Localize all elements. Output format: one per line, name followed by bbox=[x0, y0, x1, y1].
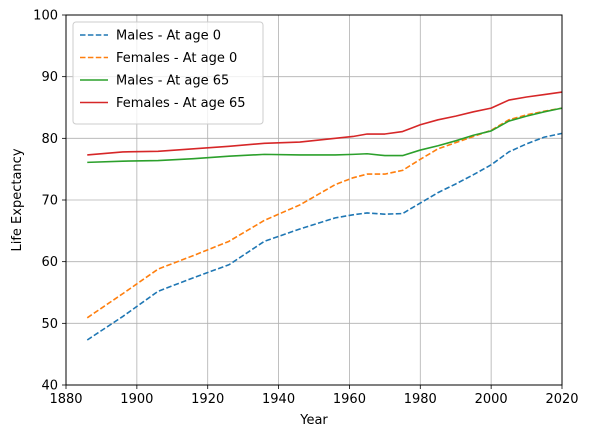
legend-box bbox=[72, 21, 264, 125]
legend-label-3: Males - At age 65 bbox=[116, 74, 229, 89]
x-tick-label: 1880 bbox=[49, 392, 82, 407]
x-tick-label: 2000 bbox=[475, 392, 508, 407]
x-tick-label: 1980 bbox=[404, 392, 437, 407]
legend-label-1: Males - At age 0 bbox=[116, 29, 221, 44]
y-tick-label: 60 bbox=[41, 255, 58, 270]
legend-label-4: Females - At age 65 bbox=[116, 96, 246, 111]
y-tick-label: 40 bbox=[41, 379, 58, 394]
y-tick-label: 70 bbox=[41, 194, 58, 209]
series-line-2 bbox=[86, 107, 563, 319]
y-tick-label: 100 bbox=[33, 9, 58, 24]
x-tick-label: 2020 bbox=[545, 392, 578, 407]
grid bbox=[65, 14, 563, 386]
x-axis-ticks: 1880 1900 1920 1940 1960 1980 2000 2020 bbox=[49, 385, 579, 407]
x-tick-label: 1960 bbox=[333, 392, 366, 407]
legend-label-2: Females - At age 0 bbox=[116, 51, 237, 66]
legend: Males - At age 0 Females - At age 0 Males … bbox=[72, 21, 264, 125]
y-axis-ticks: 40 50 60 70 80 90 100 bbox=[33, 9, 66, 394]
y-tick-label: 50 bbox=[41, 317, 58, 332]
x-tick-label: 1940 bbox=[262, 392, 295, 407]
series-lines bbox=[86, 91, 563, 341]
y-axis-label: Life Expectancy bbox=[10, 148, 25, 251]
x-tick-label: 1900 bbox=[120, 392, 153, 407]
x-tick-label: 1920 bbox=[191, 392, 224, 407]
series-line-4 bbox=[87, 91, 563, 156]
y-tick-label: 80 bbox=[41, 132, 58, 147]
series-line-1 bbox=[86, 132, 563, 341]
series-line-3 bbox=[87, 107, 563, 164]
x-axis-label: Year bbox=[299, 413, 328, 428]
y-tick-label: 90 bbox=[41, 70, 58, 85]
